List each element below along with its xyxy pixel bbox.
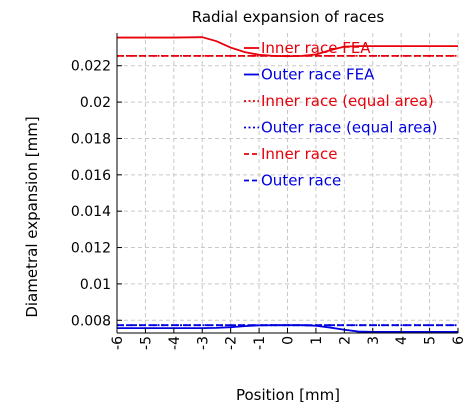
x-tick-label: -3: [195, 336, 211, 350]
x-tick-label: 5: [423, 336, 439, 345]
chart-title: Radial expansion of races: [192, 8, 385, 26]
x-tick-label: 0: [281, 336, 297, 345]
y-tick-label: 0.022: [71, 59, 111, 75]
x-tick-label: 2: [337, 336, 353, 345]
legend-label: Inner race FEA: [261, 39, 371, 57]
y-tick-label: 0.01: [80, 277, 111, 293]
y-tick-label: 0.018: [71, 131, 111, 147]
y-tick-label: 0.012: [71, 241, 111, 257]
x-tick-label: 3: [366, 336, 382, 345]
x-tick-label: 4: [394, 336, 410, 345]
y-tick-label: 0.014: [71, 204, 111, 220]
x-tick-label: -2: [224, 336, 240, 350]
y-tick-label: 0.02: [80, 95, 111, 111]
legend-label: Outer race: [261, 172, 341, 190]
x-tick-label: 6: [451, 336, 467, 345]
x-tick-label: -5: [138, 336, 154, 350]
legend-label: Inner race (equal area): [261, 92, 434, 110]
y-tick-label: 0.008: [71, 313, 111, 329]
legend-label: Outer race FEA: [261, 66, 375, 84]
legend-label: Outer race (equal area): [261, 119, 438, 137]
x-axis-label: Position [mm]: [236, 386, 340, 404]
legend: Inner race FEA Outer race FEA Inner race (…: [244, 39, 438, 190]
y-tick-label: 0.016: [71, 168, 111, 184]
x-tick-label: -4: [167, 336, 183, 350]
x-tick-label: -1: [252, 336, 268, 350]
grid-layer: [116, 33, 459, 333]
x-tick-label: -6: [110, 336, 126, 350]
x-tick-label: 1: [309, 336, 325, 345]
axes-layer: 0.008 0.01 0.012 0.014 0.016 0.018 0.02 0.022 -6…: [71, 33, 467, 350]
legend-label: Inner race: [261, 145, 337, 163]
y-axis-label: Diametral expansion [mm]: [23, 116, 41, 317]
